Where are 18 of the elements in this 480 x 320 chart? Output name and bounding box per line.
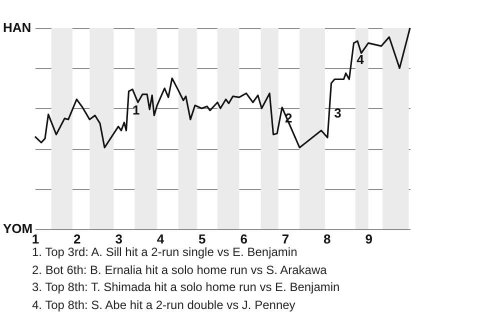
text: 1. Top 3rd: A. Sill hit a 2-run single vs E. Benjamin bbox=[32, 245, 298, 259]
text: HAN bbox=[3, 20, 32, 35]
x-tick-label: 7 bbox=[282, 232, 290, 246]
annotation: 3 bbox=[334, 105, 342, 120]
x-tick-label: 3 bbox=[115, 232, 122, 246]
text: 4. Top 8th: S. Abe hit a 2-run double vs J. Penney bbox=[32, 296, 296, 314]
x-tick-label: 6 bbox=[240, 232, 248, 246]
x-tick-label: 8 bbox=[324, 232, 331, 246]
text: 2. Bot 6th: B. Ernalia hit a solo home run vs S. Arakawa bbox=[32, 262, 328, 278]
annotation: 4 bbox=[356, 52, 365, 68]
x-tick-label: 4 bbox=[156, 232, 165, 246]
text: 3. Top 8th: T. Shimada hit a solo home run vs E. Benjamin bbox=[32, 279, 340, 296]
x-tick-label: 1 bbox=[32, 232, 40, 246]
x-tick-label: 2 bbox=[74, 232, 81, 246]
x-tick-label: 5 bbox=[198, 232, 206, 246]
x-tick-label: 9 bbox=[365, 232, 372, 246]
annotation: 1 bbox=[132, 102, 140, 118]
text: YOM bbox=[3, 221, 33, 236]
